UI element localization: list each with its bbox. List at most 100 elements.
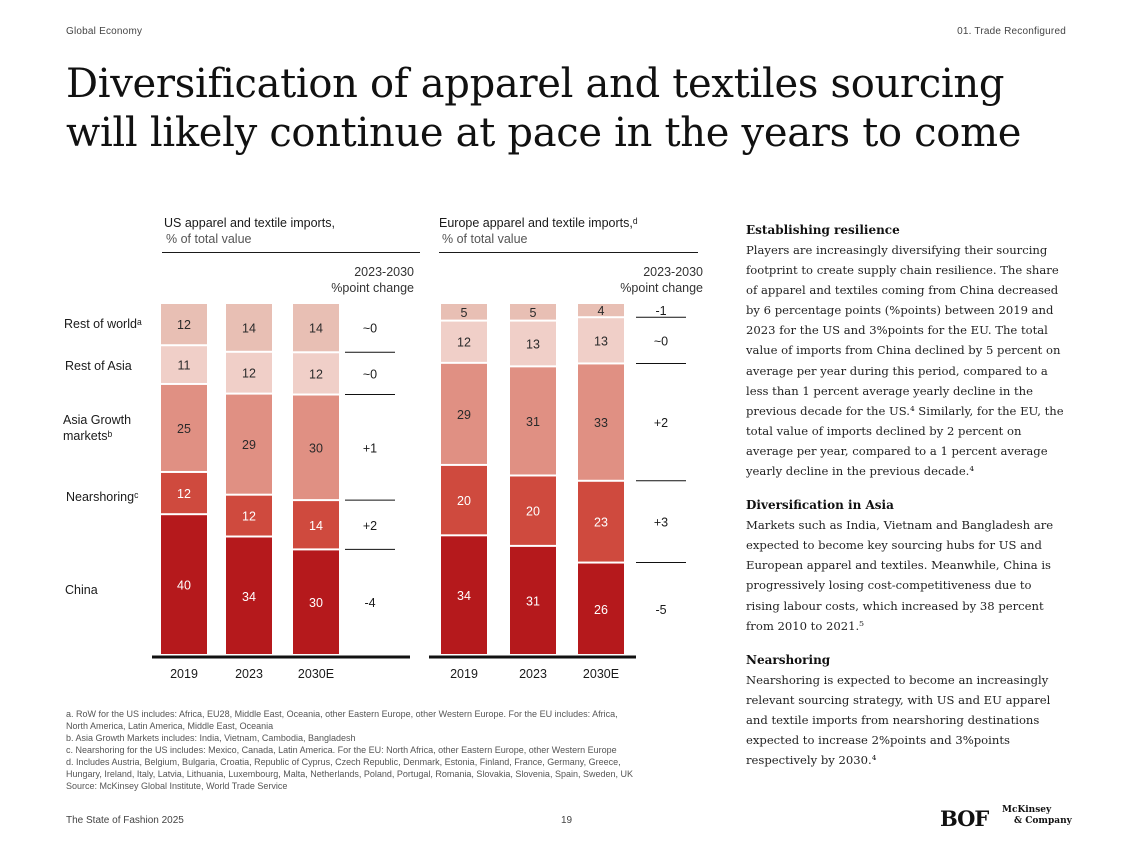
us-bar-2030e-nearshoring xyxy=(293,501,339,549)
page-title: Diversification of apparel and textiles … xyxy=(66,60,1066,158)
eu-value-2030e-rest-of-asia: 13 xyxy=(594,334,608,348)
footnote-a: a. RoW for the US includes: Africa, EU28… xyxy=(66,709,618,719)
us-change-header: 2023-2030 %point change xyxy=(300,264,414,296)
commentary-column: Establishing resilience Players are incr… xyxy=(746,220,1068,784)
section-body-asia: Markets such as India, Vietnam and Bangl… xyxy=(746,518,1054,633)
footnote-d: d. Includes Austria, Belgium, Bulgaria, … xyxy=(66,757,621,767)
eu-value-2023-china: 31 xyxy=(526,594,540,608)
eu-bar-2030e-rest-of-world xyxy=(578,304,624,317)
footnote-a-cont: North America, Latin America, Middle Eas… xyxy=(66,721,274,731)
footnote-d-cont: Hungary, Ireland, Italy, Latvia, Lithuan… xyxy=(66,769,633,779)
eu-bar-2023-china xyxy=(510,546,556,654)
eu-bar-2019-rest-of-world xyxy=(441,304,487,320)
us-value-2030e-asia-growth: 30 xyxy=(309,441,323,455)
section-heading-asia: Diversification in Asia xyxy=(746,498,894,513)
section-heading-resilience: Establishing resilience xyxy=(746,223,900,237)
eu-value-2030e-china: 26 xyxy=(594,603,608,617)
us-change-header-unit: %point change xyxy=(331,281,414,295)
us-year-label-2030e: 2030E xyxy=(298,667,334,681)
us-bar-2019-china xyxy=(161,515,207,654)
us-change-asia-growth: +1 xyxy=(363,441,377,455)
us-value-2019-china: 40 xyxy=(177,579,191,593)
eu-chart-title: Europe apparel and textile imports,ᵈ xyxy=(439,216,638,230)
us-bar-2030e-rest-of-world xyxy=(293,304,339,352)
footnote-b: b. Asia Growth Markets includes: India, … xyxy=(66,733,356,743)
us-change-rest-of-world: ~0 xyxy=(363,322,377,336)
eu-year-label-2030e: 2030E xyxy=(583,667,619,681)
title-line-2: will likely continue at pace in the year… xyxy=(66,110,1022,156)
us-bar-2030e-asia-growth xyxy=(293,395,339,500)
eu-bar-2019-rest-of-asia xyxy=(441,321,487,362)
us-chart-title: US apparel and textile imports, xyxy=(164,216,335,230)
chapter-label: 01. Trade Reconfigured xyxy=(957,26,1066,37)
us-header-rule xyxy=(162,252,420,253)
eu-bar-2030e-china xyxy=(578,563,624,654)
eu-change-header-years: 2023-2030 xyxy=(643,265,703,279)
eu-change-rest-of-asia: ~0 xyxy=(654,334,668,348)
section-body-nearshoring: Nearshoring is expected to become an inc… xyxy=(746,672,1051,768)
mckinsey-logo-line-1: McKinsey xyxy=(1002,805,1052,815)
eu-value-2023-rest-of-asia: 13 xyxy=(526,337,540,351)
eu-value-2030e-asia-growth: 33 xyxy=(594,416,608,430)
us-bar-2019-asia-growth xyxy=(161,384,207,471)
eu-bar-2023-rest-of-world xyxy=(510,304,556,320)
us-value-2030e-rest-of-world: 14 xyxy=(309,322,323,336)
mckinsey-logo-line-2: & Company xyxy=(1014,816,1072,826)
us-bar-2023-asia-growth xyxy=(226,394,272,494)
eu-year-label-2019: 2019 xyxy=(450,667,478,681)
legend-asia-growth-line-1: Asia Growth xyxy=(63,413,132,427)
us-bar-2023-nearshoring xyxy=(226,495,272,536)
eu-header-rule xyxy=(439,252,698,253)
eu-change-header-unit: %point change xyxy=(620,281,703,295)
title-line-1: Diversification of apparel and textiles … xyxy=(66,61,1005,107)
us-bar-2030e-rest-of-asia xyxy=(293,353,339,394)
eu-bar-2023-asia-growth xyxy=(510,367,556,475)
eu-value-2023-rest-of-world: 5 xyxy=(530,306,537,320)
us-change-rest-of-asia: ~0 xyxy=(363,367,377,381)
section-body-resilience: Players are increasingly diversifying th… xyxy=(746,243,1064,479)
eu-value-2030e-nearshoring: 23 xyxy=(594,516,608,530)
section-label: Global Economy xyxy=(66,26,143,37)
eu-change-asia-growth: +2 xyxy=(654,416,668,430)
eu-value-2030e-rest-of-world: 4 xyxy=(598,304,605,318)
eu-bar-2030e-asia-growth xyxy=(578,364,624,480)
eu-value-2019-china: 34 xyxy=(457,589,471,603)
us-bar-2023-china xyxy=(226,537,272,654)
eu-year-label-2023: 2023 xyxy=(519,667,547,681)
eu-chart-subtitle: % of total value xyxy=(442,232,528,246)
section-heading-nearshoring: Nearshoring xyxy=(746,652,831,667)
us-value-2023-china: 34 xyxy=(242,590,256,604)
us-change-header-years: 2023-2030 xyxy=(354,265,414,279)
eu-bar-2030e-rest-of-asia xyxy=(578,318,624,363)
us-change-china: -4 xyxy=(364,596,375,610)
legend-rest-of-asia: Rest of Asia xyxy=(65,359,132,373)
us-year-label-2023: 2023 xyxy=(235,667,263,681)
legend-nearshoring: Nearshoringᶜ xyxy=(66,490,139,504)
us-bar-2023-rest-of-asia xyxy=(226,352,272,393)
page-number: 19 xyxy=(561,815,573,826)
us-bar-2019-rest-of-asia xyxy=(161,346,207,383)
legend-asia-growth-markets: Asia Growth marketsᵇ xyxy=(63,412,131,444)
eu-bar-2030e-nearshoring xyxy=(578,481,624,562)
us-value-2023-rest-of-world: 14 xyxy=(242,321,256,335)
us-value-2023-nearshoring: 12 xyxy=(242,510,256,524)
eu-change-rest-of-world: -1 xyxy=(655,304,666,318)
us-value-2023-asia-growth: 29 xyxy=(242,438,256,452)
us-bar-2023-rest-of-world xyxy=(226,304,272,351)
eu-bar-2019-asia-growth xyxy=(441,363,487,464)
stacked-bar-charts: 4012251112201934122912142023301430121420… xyxy=(152,304,686,681)
bof-logo: BOF xyxy=(940,806,989,831)
us-value-2019-rest-of-asia: 11 xyxy=(178,359,191,373)
us-value-2019-nearshoring: 12 xyxy=(177,487,191,501)
eu-value-2019-rest-of-asia: 12 xyxy=(457,336,471,350)
eu-value-2019-rest-of-world: 5 xyxy=(461,306,468,320)
eu-bar-2019-nearshoring xyxy=(441,465,487,535)
legend-asia-growth-line-2: marketsᵇ xyxy=(63,429,113,443)
us-value-2023-rest-of-asia: 12 xyxy=(242,367,256,381)
us-chart-subtitle: % of total value xyxy=(166,232,252,246)
us-value-2030e-nearshoring: 14 xyxy=(309,519,323,533)
us-change-nearshoring: +2 xyxy=(363,519,377,533)
us-value-2030e-rest-of-asia: 12 xyxy=(309,367,323,381)
footnote-source: Source: McKinsey Global Institute, World… xyxy=(66,781,288,791)
us-bar-2019-nearshoring xyxy=(161,472,207,514)
